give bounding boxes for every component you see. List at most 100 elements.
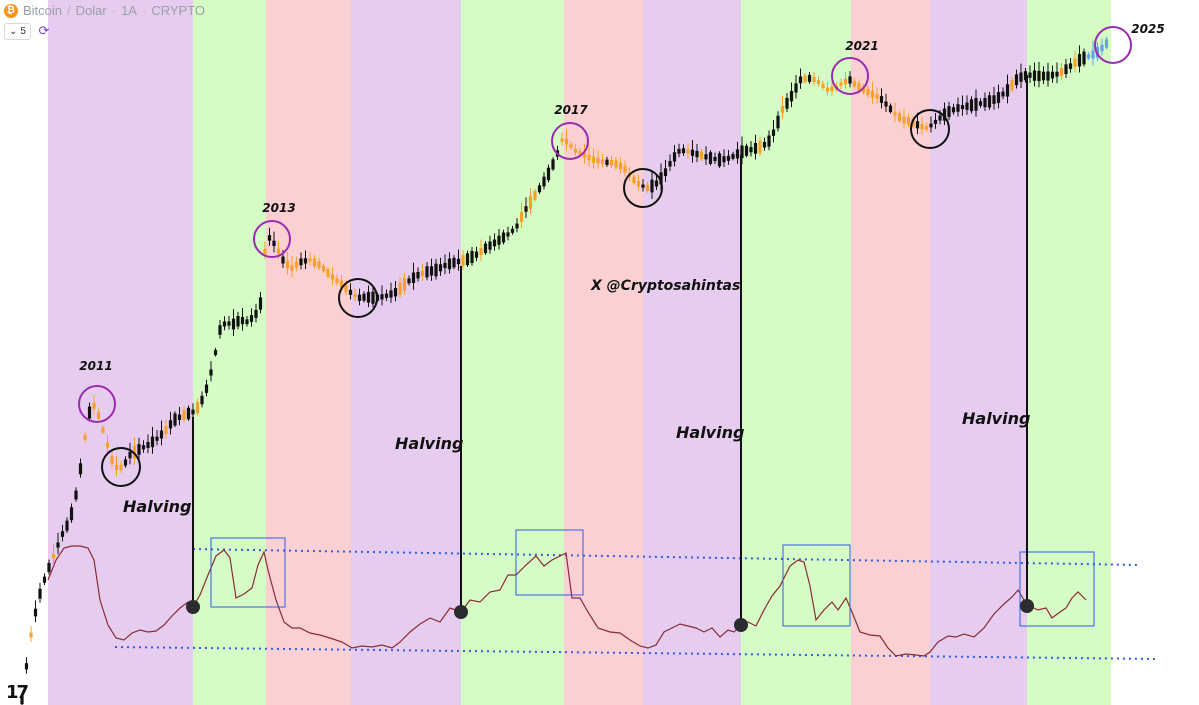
candle-body (839, 82, 843, 86)
candle-body (618, 162, 623, 170)
candle-body (938, 115, 942, 121)
candle-body (492, 239, 497, 247)
candle-body (425, 266, 429, 278)
candle-body (542, 176, 546, 187)
candle-body (776, 115, 780, 129)
candle-body (852, 80, 857, 87)
candle-body (915, 121, 920, 129)
candle-body (155, 436, 159, 441)
refresh-icon[interactable]: ⟳ (38, 23, 50, 39)
cycle-bottom-circle (101, 447, 141, 487)
candle-body (371, 291, 375, 304)
quote-currency: Dolar (75, 3, 107, 18)
candle-body (173, 413, 177, 426)
indicator-count: 5 (20, 26, 26, 37)
candle-body (857, 83, 861, 91)
symbol-title[interactable]: ₿ Bitcoin / Dolar · 1A · CRYPTO (4, 3, 205, 18)
candle-body (227, 321, 231, 326)
candle-body (96, 412, 101, 419)
candle-body (731, 153, 735, 159)
candle-body (393, 287, 398, 297)
candle-body (1037, 70, 1041, 82)
candle-body (1073, 58, 1077, 67)
candle-body (974, 98, 978, 111)
candle-body (1023, 71, 1028, 81)
candle-body (645, 184, 650, 192)
candle-body (231, 318, 236, 330)
candle-body (591, 156, 596, 163)
candle-body (929, 123, 933, 128)
halving-label: Halving (123, 497, 191, 516)
candle-body (632, 176, 636, 184)
candle-body (1059, 68, 1064, 76)
symbol-name: Bitcoin (23, 3, 63, 18)
candle-body (119, 464, 123, 471)
candle-body (87, 406, 92, 419)
halving-label: Halving (676, 423, 744, 442)
oscillator-peak-box (782, 544, 851, 627)
candle-body (191, 409, 195, 415)
halving-lines (186, 75, 1034, 632)
candle-body (803, 75, 807, 82)
cycle-top-circle (831, 57, 869, 95)
oscillator-peak-box (515, 529, 584, 596)
candle-body (380, 294, 384, 300)
candle-body (218, 325, 222, 335)
candle-body (434, 263, 438, 277)
exchange-label: CRYPTO (151, 3, 206, 18)
candle-body (1005, 84, 1010, 97)
candle-body (353, 294, 357, 298)
candle-body (123, 459, 128, 466)
candle-body (29, 632, 33, 638)
phase-band-bull (461, 0, 564, 705)
candle-body (546, 167, 551, 181)
candle-body (294, 261, 299, 268)
candle-body (951, 107, 956, 113)
candle-body (528, 195, 533, 209)
candle-body (780, 105, 785, 113)
halving-dot (1020, 599, 1034, 613)
candle-body (1014, 74, 1019, 86)
candle-body (38, 588, 42, 599)
candle-body (101, 427, 105, 433)
candle-body (222, 321, 227, 327)
candle-body (897, 113, 902, 122)
candle-body (366, 291, 371, 303)
cycle-circles (78, 26, 1132, 487)
candle-body (699, 151, 704, 160)
candle-body (281, 256, 285, 264)
candle-body (614, 160, 618, 168)
candle-body (384, 293, 389, 298)
candle-body (195, 401, 200, 414)
candle-body (533, 190, 537, 201)
candle-body (452, 257, 456, 268)
candle-body (605, 159, 609, 165)
candle-body (213, 349, 218, 356)
author-watermark: X @Cryptosahintas (590, 278, 740, 294)
oscillator-peak-box (1019, 551, 1095, 627)
candle-body (866, 88, 870, 96)
candle-body (947, 106, 951, 118)
phase-band-bull (193, 0, 266, 705)
candle-body (254, 310, 258, 318)
candle-body (258, 297, 263, 310)
candle-body (609, 160, 614, 166)
candle-body (137, 444, 141, 455)
candle-body (668, 160, 672, 167)
candle-body (920, 123, 924, 130)
candle-body (1068, 63, 1073, 69)
candle-body (204, 384, 209, 393)
candle-body (209, 369, 213, 376)
bitcoin-logo-icon: ₿ (4, 3, 18, 18)
halving-label: Halving (962, 409, 1030, 428)
oscillator-line (47, 545, 1087, 657)
candle-body (978, 101, 983, 106)
candle-body (168, 420, 173, 429)
candle-body (740, 145, 744, 159)
candle-body (321, 265, 326, 272)
phase-band-accumulation (643, 0, 741, 705)
indicator-toggle-button[interactable]: ⌄ 5 (4, 23, 31, 40)
candle-body (465, 253, 470, 266)
halving-dot (186, 600, 200, 614)
